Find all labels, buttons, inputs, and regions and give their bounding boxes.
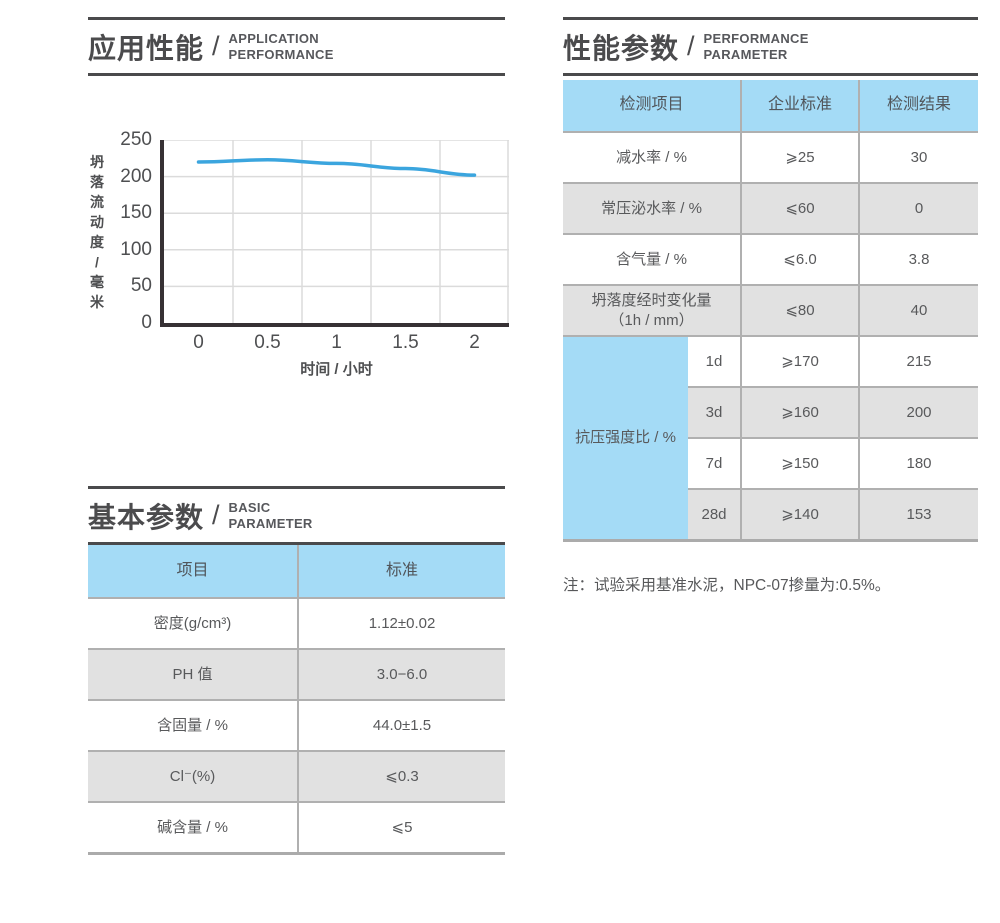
application-title-zh: 应用性能 <box>88 32 205 64</box>
chart-x-tick-label: 1.5 <box>392 332 419 353</box>
basic-table: 项目 标准 密度(g/cm³) 1.12±0.02 PH 值 3.0−6.0 含固量 / %… <box>88 545 505 855</box>
right-column: 性能参数 / PERFORMANCE PARAMETER 检测项目 企业标准 检测结… <box>563 0 978 923</box>
basic-title-en-line1: BASIC <box>228 500 271 516</box>
left-column: 应用性能 / APPLICATION PERFORMANCE 坍落流动度 / 毫米 … <box>88 0 509 923</box>
section-header-basic: 基本参数 / BASIC PARAMETER <box>88 486 505 545</box>
basic-title-en: BASIC PARAMETER <box>229 500 313 531</box>
chart-y-axis-label-char: 坍 <box>90 153 104 170</box>
basic-title-zh: 基本参数 <box>88 501 205 533</box>
basic-table-cell: 含固量 / % <box>88 699 297 750</box>
performance-table-sub-cell: 180 <box>858 437 978 488</box>
application-title-slash: / <box>212 31 220 61</box>
basic-table-cell: PH 值 <box>88 648 297 699</box>
basic-table-header-cell: 项目 <box>88 545 297 597</box>
performance-table-cell: 减水率 / % <box>563 131 740 182</box>
performance-table-sub-cell: 7d <box>688 437 740 488</box>
basic-table-cell: 3.0−6.0 <box>297 648 505 699</box>
chart-plot-area <box>160 140 509 327</box>
performance-table-sub-cell: 200 <box>858 386 978 437</box>
performance-table-sub-cell: 215 <box>858 335 978 386</box>
basic-table-cell: ⩽0.3 <box>297 750 505 801</box>
chart-x-tick-label: 2 <box>469 332 480 353</box>
chart-data-line <box>196 158 477 177</box>
performance-title-zh: 性能参数 <box>563 32 680 64</box>
performance-table-cell: 含气量 / % <box>563 233 740 284</box>
basic-table-cell: 碱含量 / % <box>88 801 297 852</box>
chart-y-axis-label-char: / <box>95 253 99 270</box>
performance-table-cell: 30 <box>858 131 978 182</box>
chart-y-axis-label-char: 度 <box>90 233 104 250</box>
basic-title-en-line2: PARAMETER <box>228 515 313 531</box>
section-header-application: 应用性能 / APPLICATION PERFORMANCE <box>88 17 505 76</box>
performance-table-cell: 坍落度经时变化量 （1h / mm） <box>563 284 740 335</box>
chart-y-axis-label-char: 动 <box>90 213 104 230</box>
chart-y-tick-label: 200 <box>120 165 152 187</box>
performance-title-en-line2: PARAMETER <box>703 46 788 62</box>
basic-table-cell: 密度(g/cm³) <box>88 597 297 648</box>
performance-table-sub-cell: 153 <box>858 488 978 539</box>
chart-y-tick-label: 250 <box>120 129 152 150</box>
performance-table-sub-cell: ⩾170 <box>740 335 858 386</box>
performance-table: 检测项目 企业标准 检测结果减水率 / % ⩾25 30 常压泌水率 / % ⩽60 0 含气量… <box>563 80 978 542</box>
performance-table-merged-label: 抗压强度比 / % <box>563 335 688 539</box>
basic-table-cell: ⩽5 <box>297 801 505 852</box>
chart-x-tick-label: 0.5 <box>254 332 281 353</box>
chart-y-axis-label-char: 落 <box>90 173 104 190</box>
performance-table-header-cell: 企业标准 <box>740 80 858 131</box>
performance-table-cell: 常压泌水率 / % <box>563 182 740 233</box>
basic-table-cell: 1.12±0.02 <box>297 597 505 648</box>
performance-table-cell: 40 <box>858 284 978 335</box>
performance-table-header-cell: 检测项目 <box>563 80 740 131</box>
performance-title-slash: / <box>687 31 695 61</box>
basic-table-cell: 44.0±1.5 <box>297 699 505 750</box>
performance-table-sub-cell: ⩾140 <box>740 488 858 539</box>
performance-table-cell: 3.8 <box>858 233 978 284</box>
chart-x-tick-label: 0 <box>193 332 204 353</box>
performance-table-cell: ⩽6.0 <box>740 233 858 284</box>
slump-flow-chart: 坍落流动度 / 毫米 250 200 150 100 50 0 0 0.5 1 1.5 2 时间 / … <box>88 128 509 380</box>
chart-line-svg <box>164 140 509 323</box>
chart-y-tick-label: 150 <box>120 202 152 224</box>
chart-y-tick-label: 0 <box>141 312 152 333</box>
basic-table-cell: Cl⁻(%) <box>88 750 297 801</box>
basic-table-header-cell: 标准 <box>297 545 505 597</box>
performance-title-en: PERFORMANCE PARAMETER <box>704 31 809 62</box>
performance-table-sub-cell: ⩾150 <box>740 437 858 488</box>
chart-y-axis-label-char: 流 <box>90 193 104 210</box>
application-title-en: APPLICATION PERFORMANCE <box>229 31 334 62</box>
chart-y-axis-label-char: 毫 <box>90 273 104 290</box>
note-text: 注：试验采用基准水泥，NPC-07掺量为:0.5%。 <box>563 576 891 594</box>
application-title-en-line2: PERFORMANCE <box>228 46 334 62</box>
basic-title-slash: / <box>212 500 220 530</box>
performance-table-cell: ⩽60 <box>740 182 858 233</box>
performance-table-cell: ⩾25 <box>740 131 858 182</box>
performance-table-sub-cell: 28d <box>688 488 740 539</box>
performance-table-sub-cell: 1d <box>688 335 740 386</box>
performance-table-header-cell: 检测结果 <box>858 80 978 131</box>
chart-y-axis-label: 坍落流动度 / 毫米 <box>88 140 106 323</box>
performance-table-sub-cell: ⩾160 <box>740 386 858 437</box>
chart-y-tick-label: 50 <box>130 275 152 297</box>
performance-table-sub-cell: 3d <box>688 386 740 437</box>
performance-title-en-line1: PERFORMANCE <box>703 31 809 47</box>
chart-x-axis-label: 时间 / 小时 <box>300 361 373 378</box>
performance-table-cell: ⩽80 <box>740 284 858 335</box>
section-header-performance: 性能参数 / PERFORMANCE PARAMETER <box>563 17 978 76</box>
chart-y-tick-label: 100 <box>120 238 152 260</box>
application-title-en-line1: APPLICATION <box>228 31 319 47</box>
chart-y-axis-label-char: 米 <box>90 293 104 310</box>
chart-x-tick-label: 1 <box>331 332 342 353</box>
performance-table-cell: 0 <box>858 182 978 233</box>
